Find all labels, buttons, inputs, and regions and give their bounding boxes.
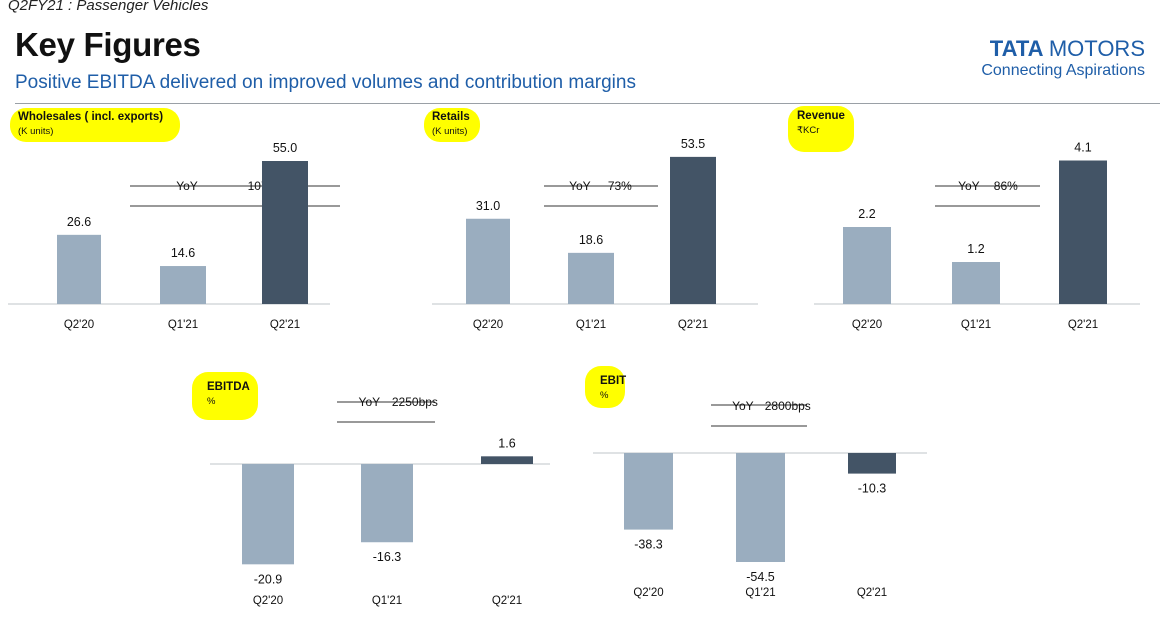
wholesales-category-label-0: Q2'20 — [64, 319, 94, 331]
brand-name-bold: TATA — [989, 36, 1043, 61]
brand-name-rest: MOTORS — [1048, 36, 1145, 61]
brand-logo: TATA MOTORS — [990, 36, 1145, 62]
revenue-value-label-2: 4.1 — [1074, 141, 1091, 155]
retails-unit: (K units) — [432, 126, 467, 137]
ebitda-chart: EBITDA% YoY 2250bps -20.9 Q2'20 -16.3 Q1'21 1.6… — [192, 372, 550, 607]
ebitda-category-label-0: Q2'20 — [253, 595, 283, 607]
ebit-bar-0 — [624, 453, 673, 530]
revenue-category-label-0: Q2'20 — [852, 319, 882, 331]
revenue-value-label-0: 2.2 — [858, 207, 875, 221]
revenue-unit: ₹KCr — [797, 125, 819, 136]
ebit-value-label-0: -38.3 — [634, 538, 663, 552]
wholesales-value-label-2: 55.0 — [273, 141, 297, 155]
retails-value-label-2: 53.5 — [681, 137, 705, 151]
ebitda-category-label-1: Q1'21 — [372, 595, 402, 607]
ebitda-bar-0 — [242, 464, 294, 565]
wholesales-bar-0 — [57, 234, 101, 304]
wholesales-unit: (K units) — [18, 126, 53, 137]
wholesales-bar-2 — [262, 161, 308, 304]
ebit-unit: % — [600, 390, 609, 401]
retails-yoy-value: 73% — [608, 179, 632, 193]
ebit-chart: EBIT% YoY 2800bps -38.3 Q2'20 -54.5 Q1'21 -10.3… — [585, 366, 927, 599]
retails-value-label-1: 18.6 — [579, 233, 603, 247]
revenue-title-highlight — [788, 106, 854, 152]
revenue-value-label-1: 1.2 — [967, 242, 984, 256]
ebit-yoy-value: 2800bps — [765, 399, 811, 413]
wholesales-chart: Wholesales ( incl. exports) (K units) YoY 1… — [8, 108, 340, 331]
retails-bar-1 — [568, 252, 614, 304]
retails-title-highlight — [424, 108, 480, 142]
ebitda-unit: % — [207, 396, 216, 407]
revenue-bar-1 — [952, 262, 1000, 304]
ebitda-value-label-1: -16.3 — [373, 550, 402, 564]
wholesales-value-label-0: 26.6 — [67, 215, 91, 229]
ebitda-title-highlight — [192, 372, 258, 420]
revenue-category-label-2: Q2'21 — [1068, 319, 1098, 331]
retails-category-label-1: Q1'21 — [576, 319, 606, 331]
ebit-bar-1 — [736, 453, 785, 562]
ebit-title: EBIT — [600, 375, 626, 387]
page-title: Key Figures — [15, 26, 201, 63]
wholesales-value-label-1: 14.6 — [171, 246, 195, 260]
ebit-title-highlight — [585, 366, 625, 408]
retails-bar-2 — [670, 156, 716, 304]
ebitda-bar-1 — [361, 464, 413, 543]
ebit-category-label-0: Q2'20 — [633, 587, 663, 599]
section-tag: Q2FY21 : Passenger Vehicles — [8, 0, 209, 14]
revenue-bar-0 — [843, 227, 891, 304]
ebitda-bar-2 — [481, 456, 533, 464]
retails-value-label-0: 31.0 — [476, 199, 500, 213]
ebit-value-label-1: -54.5 — [746, 570, 775, 584]
wholesales-yoy-label: YoY — [176, 179, 198, 193]
header-divider — [15, 103, 1160, 104]
ebitda-title: EBITDA — [207, 381, 250, 393]
retails-category-label-0: Q2'20 — [473, 319, 503, 331]
wholesales-category-label-1: Q1'21 — [168, 319, 198, 331]
revenue-yoy-value: 86% — [994, 179, 1018, 193]
wholesales-category-label-2: Q2'21 — [270, 319, 300, 331]
ebit-category-label-2: Q2'21 — [857, 587, 887, 599]
retails-title: Retails — [432, 111, 470, 123]
revenue-category-label-1: Q1'21 — [961, 319, 991, 331]
ebit-value-label-2: -10.3 — [858, 482, 887, 496]
wholesales-title: Wholesales ( incl. exports) — [18, 111, 163, 123]
ebit-yoy-label: YoY — [732, 399, 754, 413]
ebitda-value-label-0: -20.9 — [254, 572, 283, 586]
retails-yoy-label: YoY — [569, 179, 591, 193]
ebitda-yoy-label: YoY — [359, 395, 381, 409]
retails-category-label-2: Q2'21 — [678, 319, 708, 331]
retails-bar-0 — [466, 218, 510, 304]
ebit-bar-2 — [848, 453, 896, 474]
retails-chart: Retails (K units) YoY 73% 31.0 Q2'20 18.6 Q1'21… — [424, 108, 758, 331]
ebitda-category-label-2: Q2'21 — [492, 595, 522, 607]
wholesales-bar-1 — [160, 266, 206, 304]
ebitda-value-label-2: 1.6 — [498, 436, 515, 450]
revenue-chart: Revenue ₹KCr YoY 86% 2.2 Q2'20 1.2 Q1'21 4.1 Q2'2… — [788, 106, 1140, 331]
revenue-title: Revenue — [797, 110, 845, 122]
ebit-category-label-1: Q1'21 — [745, 587, 775, 599]
ebitda-yoy-value: 2250bps — [392, 395, 438, 409]
revenue-bar-2 — [1059, 160, 1107, 304]
wholesales-title-highlight — [10, 108, 180, 142]
revenue-yoy-label: YoY — [958, 179, 980, 193]
page-subtitle: Positive EBITDA delivered on improved vo… — [15, 72, 636, 93]
brand-tagline: Connecting Aspirations — [981, 62, 1145, 79]
